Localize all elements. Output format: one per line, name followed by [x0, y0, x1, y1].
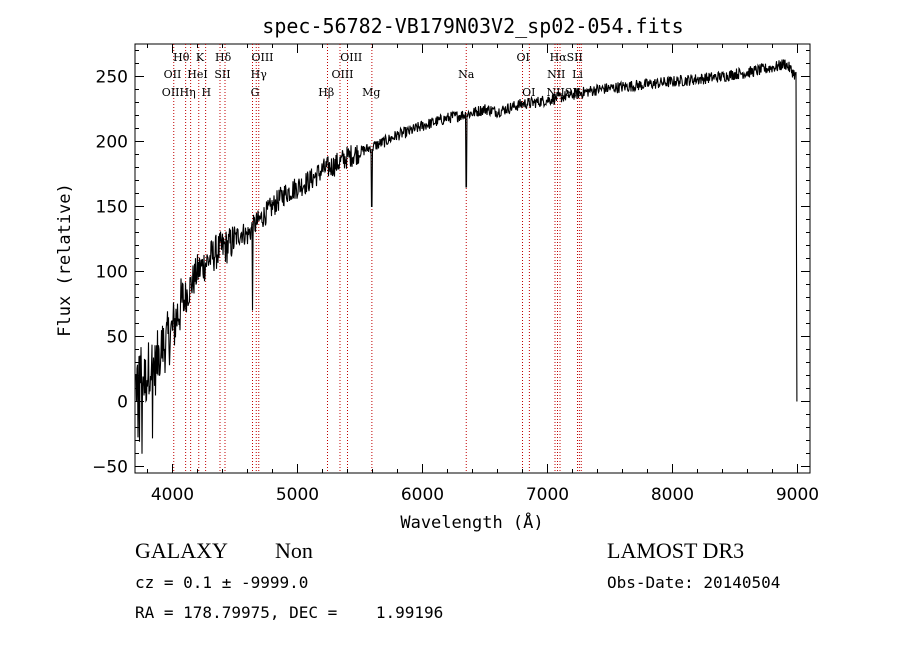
marker-label-8: HeI — [187, 68, 207, 81]
redshift-value: cz = 0.1 ± -9999.0 — [135, 573, 309, 592]
marker-label-1: K — [196, 51, 205, 64]
marker-label-16: H — [201, 86, 211, 99]
axis-ticks — [135, 44, 810, 473]
y-tick-label-6: 250 — [96, 68, 128, 88]
marker-label-20: OI — [522, 86, 535, 99]
y-tick-label-1: 0 — [117, 393, 128, 413]
y-tick-label-2: 50 — [106, 328, 128, 348]
marker-label-7: OII — [164, 68, 182, 81]
marker-label-3: OIII — [251, 51, 273, 64]
marker-label-9: SII — [214, 68, 230, 81]
y-tick-label-4: 150 — [96, 198, 128, 218]
marker-label-0: Hθ — [173, 51, 190, 64]
emission-line-markers — [173, 44, 582, 473]
y-tick-label-5: 200 — [96, 133, 128, 153]
marker-label-5: OI — [516, 51, 529, 64]
x-axis-label: Wavelength (Å) — [400, 511, 543, 533]
y-axis-label: Flux (relative) — [55, 183, 75, 337]
survey-name: LAMOST DR3 — [607, 538, 745, 563]
marker-label-11: OIII — [331, 68, 353, 81]
y-tick-label-0: −50 — [92, 458, 128, 478]
marker-label-14: Li — [572, 68, 583, 81]
x-tick-label-5: 9000 — [776, 485, 819, 505]
obs-date: Obs-Date: 20140504 — [607, 573, 781, 592]
marker-label-10: Hγ — [251, 68, 268, 81]
marker-label-12: Na — [458, 68, 475, 81]
marker-label-19: Mg — [362, 86, 380, 99]
plot-frame — [134, 43, 811, 474]
coordinates: RA = 178.79975, DEC = 1.99196 — [135, 603, 444, 622]
spectrum-line — [134, 59, 798, 454]
x-tick-label-0: 4000 — [151, 485, 194, 505]
marker-label-6: HαSII — [550, 51, 583, 64]
emission-line-labels: Hθ K Hδ OIII OIII OI HαSII OII HeI SII Hγ OIII Na NII… — [162, 51, 584, 99]
axis-tick-labels: 4000 5000 6000 7000 8000 9000 −50 0 50 100 150 200 2… — [92, 68, 819, 506]
object-subclass: Non — [275, 538, 313, 563]
x-tick-label-2: 6000 — [401, 485, 444, 505]
chart-title: spec-56782-VB179N03V2_sp02-054.fits — [262, 14, 683, 38]
x-tick-label-4: 8000 — [651, 485, 694, 505]
y-tick-label-3: 100 — [96, 263, 128, 283]
marker-label-17: G — [251, 86, 260, 99]
x-tick-label-3: 7000 — [526, 485, 569, 505]
marker-label-13: NII — [547, 68, 565, 81]
x-tick-label-1: 5000 — [276, 485, 319, 505]
spectrum-chart: spec-56782-VB179N03V2_sp02-054.fits Hθ K H… — [55, 14, 819, 533]
marker-label-18: Hβ — [318, 86, 334, 99]
marker-label-4: OIII — [340, 51, 362, 64]
marker-label-2: Hδ — [215, 51, 232, 64]
object-class: GALAXY — [135, 538, 228, 563]
marker-label-15: OIIHη — [162, 86, 196, 99]
